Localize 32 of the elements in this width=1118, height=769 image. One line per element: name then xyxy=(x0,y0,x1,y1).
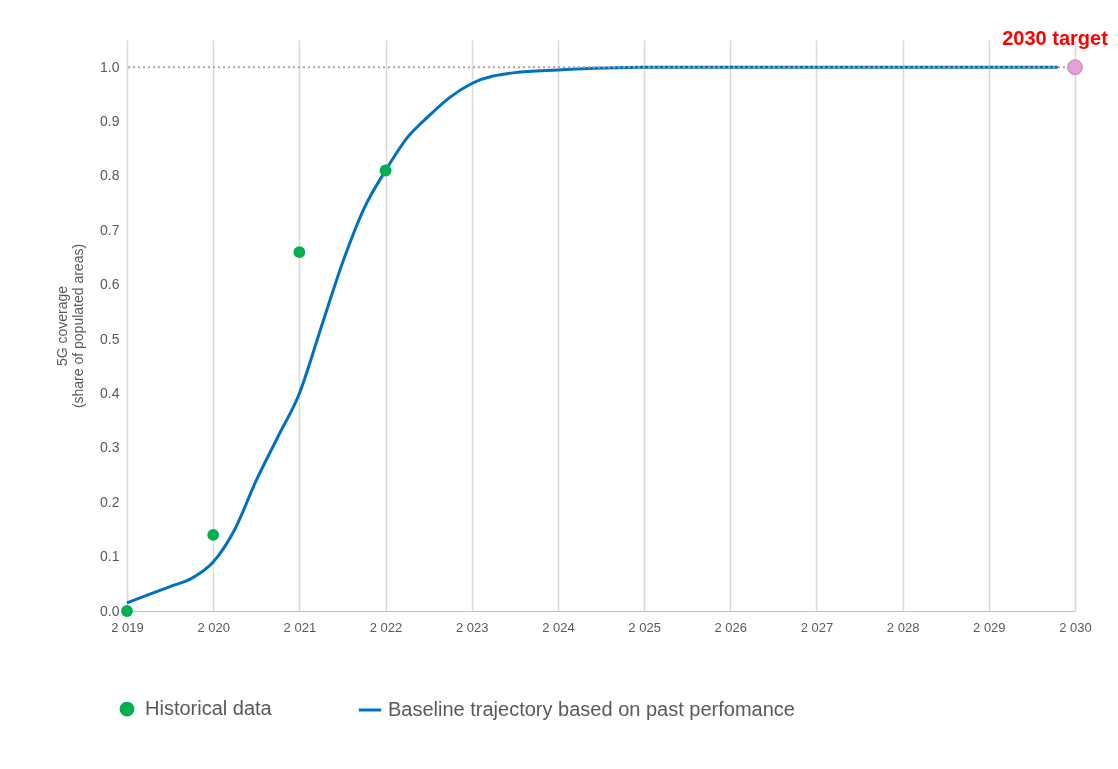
y-tick-label: 0.5 xyxy=(100,330,120,347)
y-tick-label: 1.0 xyxy=(100,58,120,75)
y-tick-label: 0.2 xyxy=(100,493,120,510)
y-axis-title: 5G coverage (share of populated areas) xyxy=(54,243,87,409)
y-tick-label: 0.4 xyxy=(100,384,120,401)
x-tick-label: 2 025 xyxy=(628,619,661,635)
y-tick-label: 0.0 xyxy=(100,602,120,619)
x-tick-label: 2 022 xyxy=(369,619,403,635)
x-tick-label: 2 029 xyxy=(973,619,1006,635)
point xyxy=(1067,59,1083,76)
x-tick-label: 2 019 xyxy=(111,619,144,635)
y-tick-label: 0.8 xyxy=(100,167,120,184)
point xyxy=(121,605,133,617)
x-tick-label: 2 020 xyxy=(197,619,230,635)
legend-label: Historical data xyxy=(145,697,273,720)
point xyxy=(207,528,220,541)
x-tick-label: 2 023 xyxy=(455,619,489,635)
y-tick-label: 0.6 xyxy=(100,276,120,293)
x-tick-label: 2 024 xyxy=(542,619,575,635)
y-tick-label: 0.1 xyxy=(100,548,120,565)
x-tick-label: 2 030 xyxy=(1059,619,1092,635)
legend-label: Baseline trajectory based on past perfomance xyxy=(388,698,795,720)
point xyxy=(293,246,306,258)
point xyxy=(379,164,392,177)
y-tick-label: 0.9 xyxy=(100,113,120,130)
x-tick-label: 2 028 xyxy=(886,619,920,635)
x-tick-label: 2 026 xyxy=(714,619,748,635)
x-tick-label: 2 027 xyxy=(800,619,834,635)
y-tick-label: 0.3 xyxy=(100,439,120,456)
x-tick-label: 2 021 xyxy=(283,619,317,635)
annotation: 2030 target xyxy=(1002,27,1109,50)
y-tick-label: 0.7 xyxy=(100,221,120,238)
